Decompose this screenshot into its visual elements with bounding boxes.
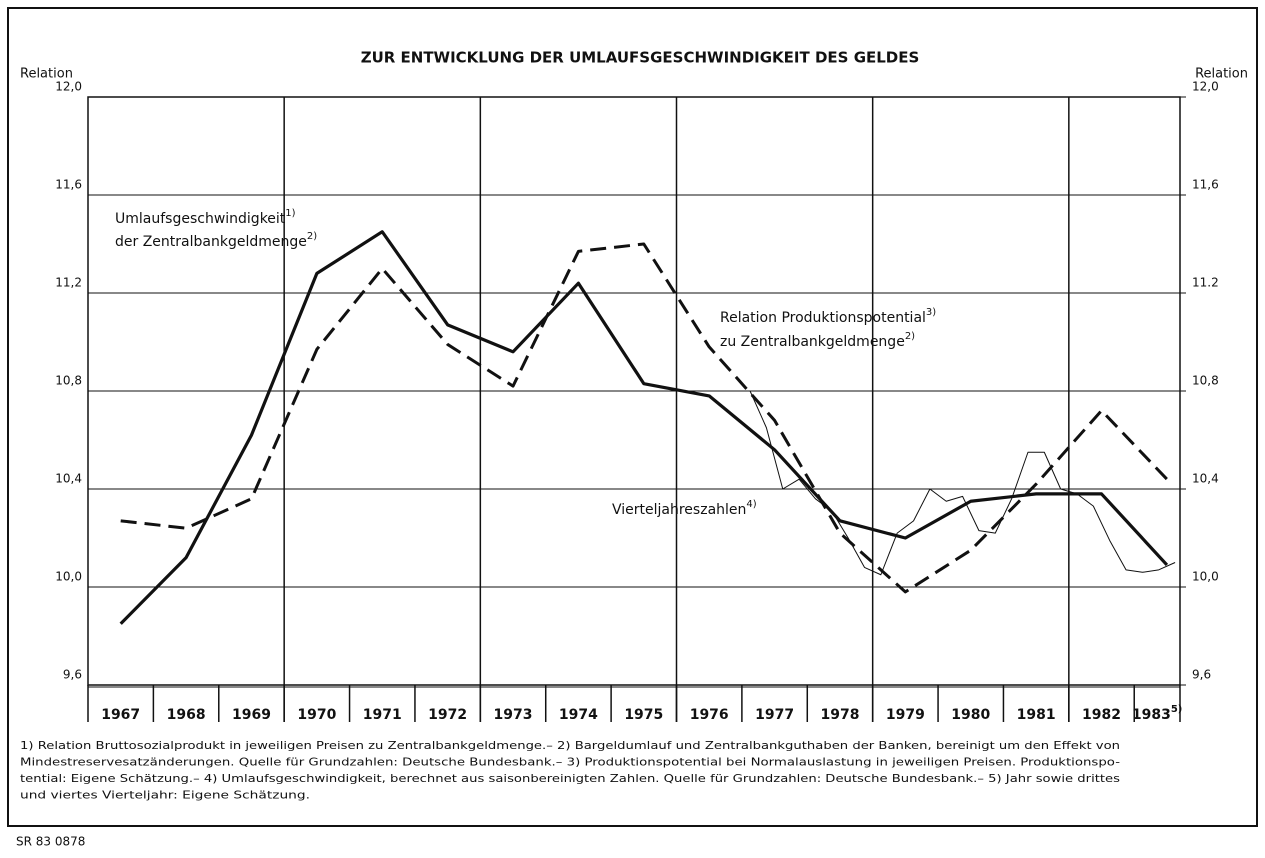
y2-tick-label: 10,0 (1192, 570, 1219, 584)
y-tick-label: 12,0 (55, 80, 82, 94)
x-tick-label: 1971 (363, 707, 402, 723)
annotation-note: 4) (746, 499, 756, 510)
footnote: tential: Eigene Schätzung.– 4) Umlaufsge… (20, 772, 1120, 785)
year: 1980 (951, 707, 990, 723)
annotation: zu Zentralbankgeldmenge2) (720, 331, 915, 350)
y2-tick-label: 11,6 (1192, 178, 1219, 192)
year: 1981 (1017, 707, 1056, 723)
series-line (119, 230, 1169, 625)
x-tick-label: 1972 (428, 707, 467, 723)
year: 1970 (297, 707, 336, 723)
x-tick-label: 1981 (1017, 707, 1056, 723)
year: 1967 (101, 707, 140, 723)
year: 1973 (494, 707, 533, 723)
y2-tick-label: 10,4 (1192, 472, 1219, 486)
annotation-text: zu Zentralbankgeldmenge (720, 334, 905, 350)
year: 1974 (559, 707, 598, 723)
year: 1976 (690, 707, 729, 723)
x-tick-label: 1975 (624, 707, 663, 723)
x-tick-label: 19835) (1132, 704, 1183, 723)
year: 1982 (1082, 707, 1121, 723)
y-tick-label: 11,6 (55, 178, 82, 192)
x-tick-label: 1982 (1082, 707, 1121, 723)
year: 1972 (428, 707, 467, 723)
x-tick-label: 1976 (690, 707, 729, 723)
annotation-text: Vierteljahreszahlen (612, 502, 746, 518)
frame (7, 7, 1258, 827)
y-tick-label: 9,6 (63, 668, 82, 682)
x-tick-label: 1969 (232, 707, 271, 723)
year: 1979 (886, 707, 925, 723)
y2-tick-label: 9,6 (1192, 668, 1211, 682)
x-tick-label: 1974 (559, 707, 598, 723)
annotation: Vierteljahreszahlen4) (612, 499, 757, 518)
year-note: 5) (1171, 704, 1183, 715)
y2-tick-label: 12,0 (1192, 80, 1219, 94)
footnote: Mindestreservesatzänderungen. Quelle für… (20, 756, 1120, 769)
y-tick-label: 10,8 (55, 374, 82, 388)
year: 1983 (1132, 707, 1171, 723)
series-line (120, 242, 1169, 594)
y-tick-label: 10,4 (55, 472, 82, 486)
x-tick-label: 1967 (101, 707, 140, 723)
annotation-text: Relation Produktionspotential (720, 310, 926, 326)
annotation-note: 3) (926, 307, 936, 318)
year: 1968 (167, 707, 206, 723)
annotation-text: der Zentralbankgeldmenge (115, 234, 307, 250)
y2-axis-label: Relation (1195, 67, 1248, 82)
y2-tick-label: 10,8 (1192, 374, 1219, 388)
chart-title: ZUR ENTWICKLUNG DER UMLAUFSGESCHWINDIGKE… (361, 49, 920, 67)
x-tick-label: 1968 (167, 707, 206, 723)
annotation-note: 2) (307, 231, 317, 242)
x-tick-label: 1980 (951, 707, 990, 723)
source-code: SR 83 0878 (16, 835, 85, 849)
y-axis-label: Relation (20, 67, 73, 82)
y-tick-label: 10,0 (55, 570, 82, 584)
annotation-note: 2) (905, 331, 915, 342)
annotation-text: Umlaufsgeschwindigkeit (115, 211, 286, 227)
year: 1977 (755, 707, 794, 723)
year: 1971 (363, 707, 402, 723)
annotation: Relation Produktionspotential3) (720, 307, 936, 326)
year: 1975 (624, 707, 663, 723)
x-tick-label: 1979 (886, 707, 925, 723)
annotation-note: 1) (285, 208, 295, 219)
footnote: und viertes Vierteljahr: Eigene Schätzun… (20, 789, 310, 802)
year: 1978 (820, 707, 859, 723)
annotation: der Zentralbankgeldmenge2) (115, 231, 317, 250)
annotation: Umlaufsgeschwindigkeit1) (115, 208, 296, 227)
footnote: 1) Relation Bruttosozialprodukt in jewei… (20, 739, 1120, 752)
x-tick-label: 1970 (297, 707, 336, 723)
x-tick-label: 1973 (494, 707, 533, 723)
x-tick-label: 1977 (755, 707, 794, 723)
y-tick-label: 11,2 (55, 276, 82, 290)
y2-tick-label: 11.2 (1192, 276, 1219, 290)
series-line (749, 390, 1176, 576)
year: 1969 (232, 707, 271, 723)
x-tick-label: 1978 (820, 707, 859, 723)
